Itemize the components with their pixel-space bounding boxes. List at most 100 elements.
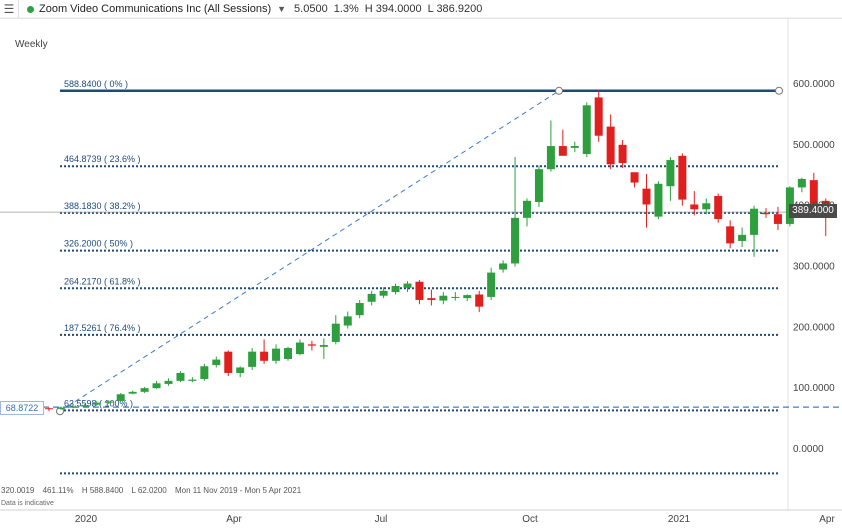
- candle-body: [331, 323, 340, 342]
- candle-body: [236, 367, 245, 373]
- fib-level-label: 388.1830 ( 38.2% ): [64, 201, 141, 211]
- candle-body: [284, 348, 292, 359]
- candle-body: [355, 303, 364, 316]
- candle-body: [415, 281, 424, 300]
- candle-body: [200, 366, 209, 380]
- candle-body: [726, 226, 735, 244]
- candle-body: [140, 388, 149, 392]
- candle-body: [463, 295, 472, 299]
- y-tick-label: 500.0000: [793, 140, 835, 151]
- time-axis: 2020 Apr Jul Oct 2021 Apr: [0, 509, 842, 525]
- candle-body: [224, 351, 233, 373]
- current-price-tag: 389.4000: [789, 204, 837, 218]
- instrument-header: ☰ Zoom Video Communications Inc (All Ses…: [0, 0, 842, 19]
- candle-body: [475, 294, 484, 307]
- price-axis: 0.0000100.0000200.0000300.0000400.000050…: [793, 79, 835, 455]
- candle-body: [511, 217, 520, 264]
- candle-body: [128, 391, 137, 394]
- candle-body: [176, 372, 185, 381]
- candle-body: [367, 293, 376, 302]
- candle-body: [762, 212, 770, 215]
- header-divider: [18, 0, 19, 18]
- y-tick-label: 0.0000: [793, 444, 824, 455]
- candle-body: [546, 146, 555, 170]
- session-low: L 386.9200: [427, 3, 483, 15]
- instrument-dropdown-icon[interactable]: ▼: [277, 4, 287, 14]
- fib-level-label: 187.5261 ( 76.4% ): [64, 323, 141, 333]
- candle-body: [56, 407, 65, 409]
- candle-body: [212, 359, 221, 366]
- timeframe-label: Weekly: [15, 39, 48, 50]
- x-tick-label: 2021: [668, 514, 691, 525]
- candle-body: [738, 234, 747, 241]
- candle-body: [750, 208, 759, 235]
- fib-level-label: 464.8739 ( 23.6% ): [64, 154, 141, 164]
- candle-body: [260, 351, 269, 361]
- y-tick-label: 600.0000: [793, 79, 835, 90]
- candle-body: [630, 172, 639, 183]
- candle-body: [403, 283, 412, 288]
- fib-extend-handle: [775, 86, 783, 95]
- price-change: 5.0500: [294, 3, 328, 15]
- candle-body: [164, 380, 173, 384]
- candle-body: [773, 214, 782, 224]
- measure-high: H 588.8400: [81, 486, 124, 495]
- candle-body: [487, 272, 496, 297]
- session-high: H 394.0000: [364, 3, 422, 15]
- fibonacci-retracement[interactable]: 588.8400 ( 0% ) 464.8739 ( 23.6% ) 388.183…: [0, 79, 842, 475]
- crosshair-price-tag: 68.8722: [0, 401, 44, 415]
- candle-body: [116, 394, 125, 401]
- candle-body: [391, 285, 400, 293]
- price-grid: [0, 17, 842, 510]
- candle-body: [45, 408, 53, 410]
- candle-body: [606, 126, 615, 165]
- hamburger-menu-icon[interactable]: ☰: [3, 2, 15, 16]
- candle-body: [307, 344, 316, 346]
- fib-level-label: 326.2000 ( 50% ): [64, 239, 133, 249]
- candle-body: [104, 401, 113, 403]
- measure-ratio: 320.0019: [1, 486, 35, 495]
- candle-body: [188, 379, 197, 381]
- market-status-icon: [27, 5, 34, 13]
- candle-body: [68, 406, 77, 408]
- measure-info: 320.0019 461.11% H 588.8400 L 62.0200 Mo…: [1, 486, 307, 495]
- candle-body: [343, 316, 352, 326]
- candle-body: [690, 204, 699, 210]
- y-tick-label: 100.0000: [793, 383, 835, 394]
- candle-body: [642, 188, 651, 205]
- y-tick-label: 300.0000: [793, 262, 835, 273]
- candle-body: [534, 169, 543, 203]
- candle-body: [654, 183, 663, 217]
- x-tick-label: Apr: [226, 514, 242, 525]
- price-change-percent: 1.3%: [333, 3, 359, 15]
- candle-body: [439, 295, 448, 301]
- candle-body: [558, 146, 567, 156]
- candle-body: [678, 155, 687, 200]
- candle-body: [714, 195, 723, 220]
- candle-body: [92, 402, 101, 405]
- candle-body: [319, 344, 328, 347]
- trend-end-handle: [555, 86, 563, 95]
- fib-level-label: 264.2170 ( 61.8% ): [64, 276, 141, 286]
- candle-body: [295, 342, 304, 355]
- candle-body: [427, 298, 436, 300]
- candle-body: [248, 351, 257, 367]
- candle-body: [272, 348, 281, 361]
- candle-body: [80, 405, 89, 407]
- candle-body: [570, 146, 579, 148]
- x-tick-label: Jul: [375, 514, 388, 525]
- candle-body: [809, 180, 818, 206]
- candle-body: [666, 160, 675, 187]
- candle-body: [797, 178, 806, 188]
- data-disclaimer: Data is indicative: [1, 500, 54, 507]
- candle-body: [702, 203, 711, 210]
- candle-body: [594, 97, 603, 136]
- measure-date-range: Mon 11 Nov 2019 - Mon 5 Apr 2021: [174, 486, 302, 495]
- measure-percent: 461.11%: [42, 486, 74, 495]
- instrument-name[interactable]: Zoom Video Communications Inc (All Sessi…: [39, 3, 272, 15]
- candle-body: [618, 144, 627, 164]
- candle-body: [451, 296, 460, 298]
- candle-body: [582, 105, 591, 154]
- candle-body: [152, 383, 161, 389]
